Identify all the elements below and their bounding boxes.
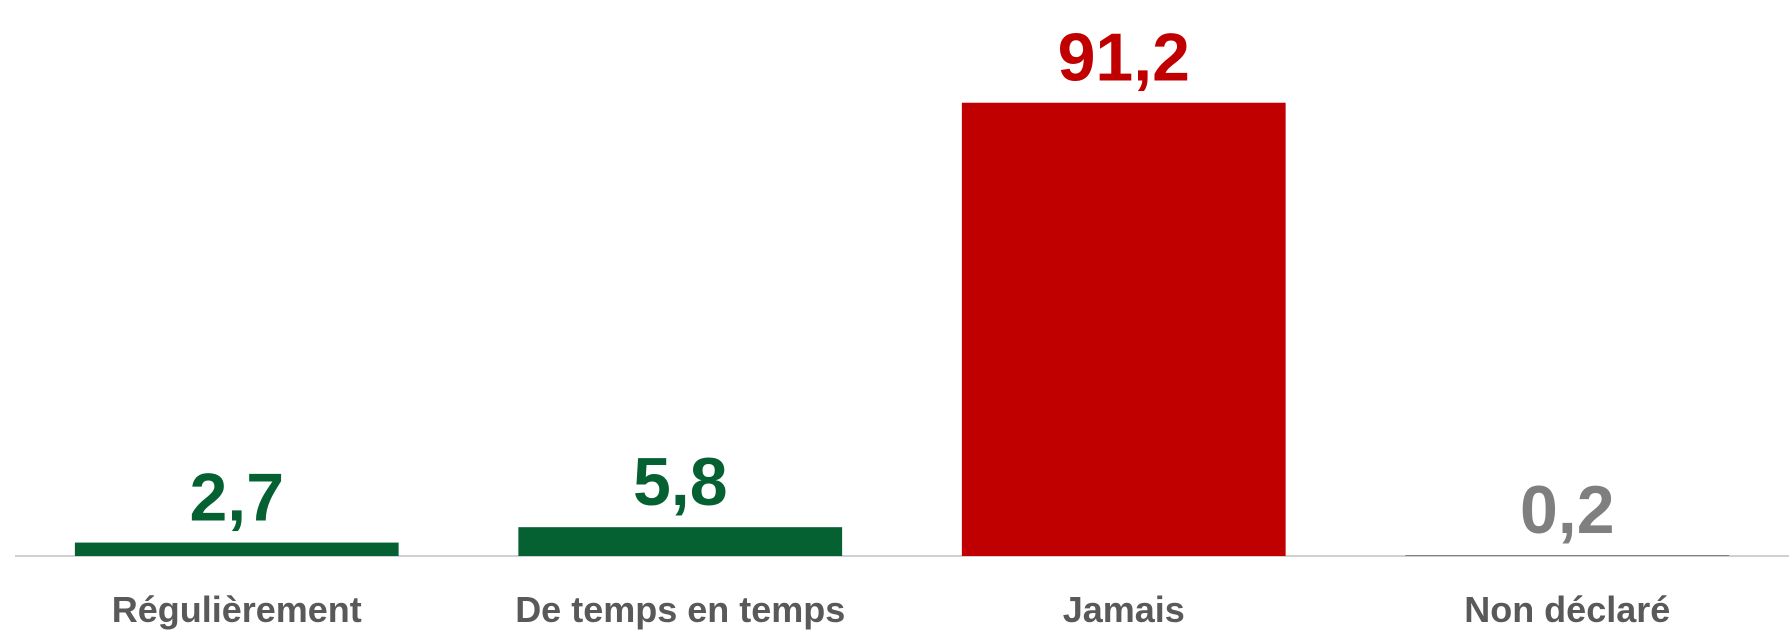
value-label: 2,7 xyxy=(189,460,284,536)
x-tick-label: De temps en temps xyxy=(515,589,845,630)
bar xyxy=(518,527,843,556)
x-tick-label: Jamais xyxy=(1063,589,1185,630)
x-tick-label: Non déclaré xyxy=(1464,589,1670,630)
value-label: 0,2 xyxy=(1520,472,1615,548)
value-label: 91,2 xyxy=(1058,20,1190,96)
bar xyxy=(1405,555,1730,556)
value-label: 5,8 xyxy=(633,444,728,520)
x-tick-label: Régulièrement xyxy=(112,589,362,630)
bar xyxy=(961,102,1286,557)
bar xyxy=(74,542,399,556)
